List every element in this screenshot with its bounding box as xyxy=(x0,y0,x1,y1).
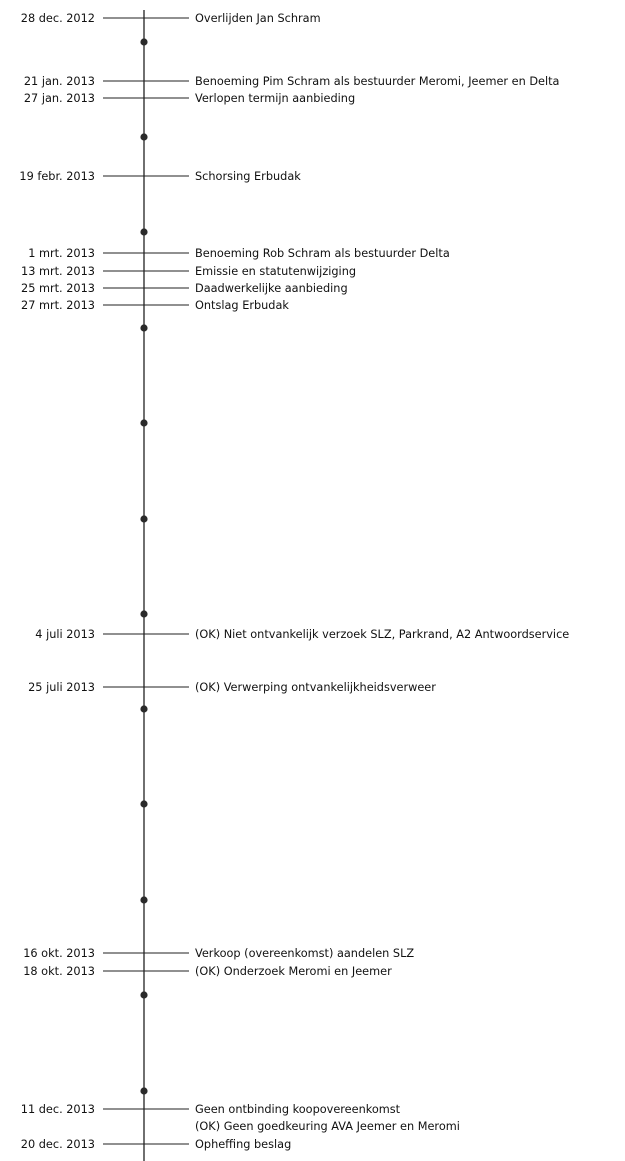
event-label: Ontslag Erbudak xyxy=(195,299,289,312)
event-label: Overlijden Jan Schram xyxy=(195,12,321,25)
event-date: 20 dec. 2013 xyxy=(21,1138,95,1151)
timeline-event: 11 dec. 2013 Geen ontbinding koopovereenk… xyxy=(21,1103,401,1116)
month-marker-dot xyxy=(140,228,148,236)
event-date: 27 jan. 2013 xyxy=(24,92,95,105)
event-date: 18 okt. 2013 xyxy=(23,965,95,978)
timeline-event: 21 jan. 2013 Benoeming Pim Schram als bes… xyxy=(24,75,560,88)
timeline-event: 18 okt. 2013 (OK) Onderzoek Meromi en Jee… xyxy=(23,965,392,978)
month-marker-dot xyxy=(140,324,148,332)
event-date: 28 dec. 2012 xyxy=(21,12,95,25)
month-marker-dot xyxy=(140,800,148,808)
event-date: 13 mrt. 2013 xyxy=(21,265,95,278)
event-date: 25 juli 2013 xyxy=(28,681,95,694)
month-marker-dot xyxy=(140,1087,148,1095)
timeline-event: 1 mrt. 2013 Benoeming Rob Schram als best… xyxy=(28,247,450,260)
event-label: Verkoop (overeenkomst) aandelen SLZ xyxy=(195,947,414,960)
month-marker-dot xyxy=(140,515,148,523)
timeline-event: 27 jan. 2013 Verlopen termijn aanbieding xyxy=(24,92,355,105)
month-marker-dot xyxy=(140,705,148,713)
event-date: 27 mrt. 2013 xyxy=(21,299,95,312)
event-label: Opheffing beslag xyxy=(195,1138,291,1151)
event-label: Geen ontbinding koopovereenkomst xyxy=(195,1103,401,1116)
event-label: (OK) Verwerping ontvankelijkheidsverweer xyxy=(195,681,436,694)
event-date: 21 jan. 2013 xyxy=(24,75,95,88)
timeline-event: 16 okt. 2013 Verkoop (overeenkomst) aande… xyxy=(23,947,414,960)
event-label: (OK) Niet ontvankelijk verzoek SLZ, Park… xyxy=(195,628,569,641)
timeline-event: 20 dec. 2013 Opheffing beslag xyxy=(21,1138,292,1151)
event-date: 1 mrt. 2013 xyxy=(28,247,95,260)
timeline-event: 25 juli 2013 (OK) Verwerping ontvankelijk… xyxy=(28,681,436,694)
event-label: Benoeming Pim Schram als bestuurder Mero… xyxy=(195,75,559,88)
event-label: (OK) Onderzoek Meromi en Jeemer xyxy=(195,965,392,978)
event-label: Emissie en statutenwijziging xyxy=(195,265,356,278)
event-date: 16 okt. 2013 xyxy=(23,947,95,960)
month-marker-dot xyxy=(140,896,148,904)
timeline-event: 25 mrt. 2013 Daadwerkelijke aanbieding xyxy=(21,282,348,295)
timeline-event: 19 febr. 2013 Schorsing Erbudak xyxy=(19,170,301,183)
month-marker-dot xyxy=(140,133,148,141)
event-label: (OK) Geen goedkeuring AVA Jeemer en Mero… xyxy=(195,1120,460,1133)
timeline-event: 27 mrt. 2013 Ontslag Erbudak xyxy=(21,299,289,312)
month-marker-dot xyxy=(140,38,148,46)
timeline-event: 13 mrt. 2013 Emissie en statutenwijziging xyxy=(21,265,356,278)
event-label: Daadwerkelijke aanbieding xyxy=(195,282,348,295)
timeline-event: 28 dec. 2012 Overlijden Jan Schram xyxy=(21,12,321,25)
month-marker-dot xyxy=(140,419,148,427)
event-label: Schorsing Erbudak xyxy=(195,170,301,183)
timeline-event: 4 juli 2013 (OK) Niet ontvankelijk verzoe… xyxy=(35,628,569,641)
timeline-event: (OK) Geen goedkeuring AVA Jeemer en Mero… xyxy=(195,1120,460,1133)
month-marker-dot xyxy=(140,991,148,999)
event-label: Verlopen termijn aanbieding xyxy=(195,92,355,105)
event-label: Benoeming Rob Schram als bestuurder Delt… xyxy=(195,247,450,260)
event-date: 11 dec. 2013 xyxy=(21,1103,95,1116)
event-date: 4 juli 2013 xyxy=(35,628,95,641)
event-date: 25 mrt. 2013 xyxy=(21,282,95,295)
event-date: 19 febr. 2013 xyxy=(19,170,95,183)
month-marker-dot xyxy=(140,610,148,618)
